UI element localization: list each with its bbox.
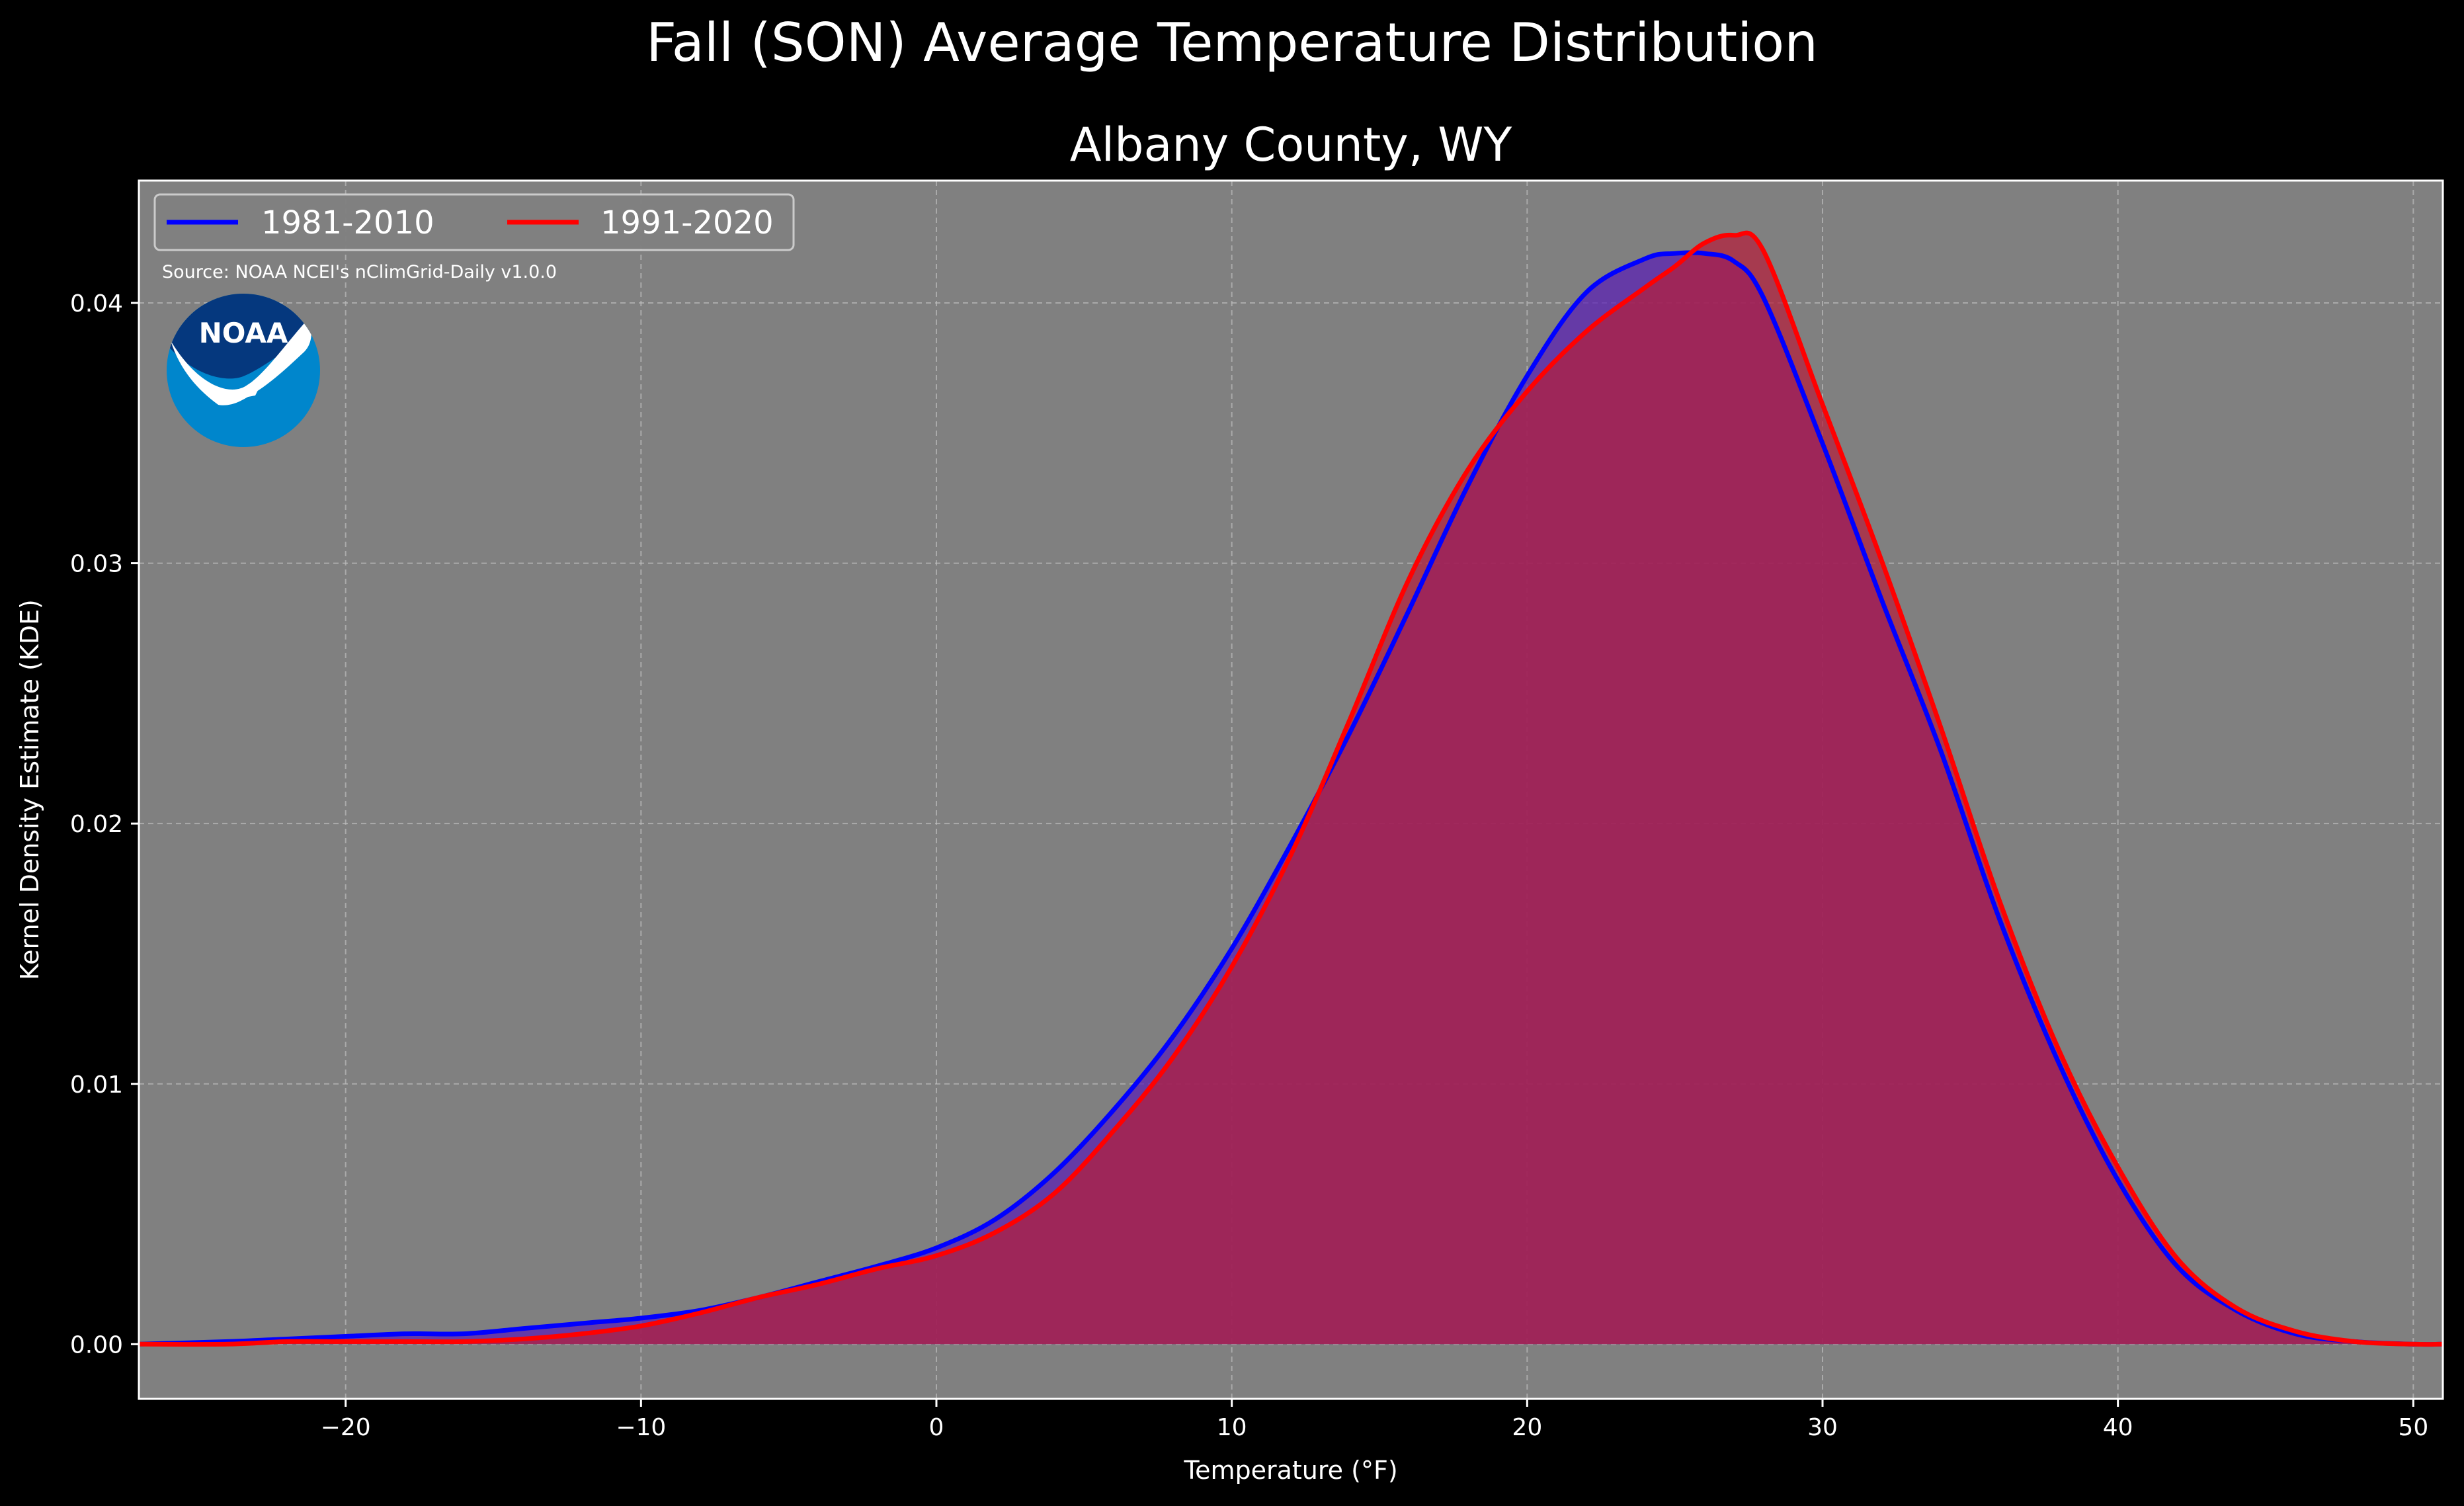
x-tick-label: 40 — [2103, 1414, 2133, 1441]
x-tick-label: 30 — [1807, 1414, 1838, 1441]
series-fill-1991-2020 — [139, 233, 2443, 1345]
legend-box — [153, 193, 795, 251]
x-tick-label: 10 — [1217, 1414, 1247, 1441]
y-axis: 0.00 0.01 0.02 0.03 0.04 — [70, 290, 139, 1359]
noaa-gull-icon — [171, 319, 311, 405]
chart-subtitle: Albany County, WY — [1070, 118, 1512, 172]
y-tick-label: 0.04 — [70, 290, 123, 317]
noaa-gull-tail-icon — [220, 388, 259, 402]
x-tick-label: −10 — [616, 1414, 666, 1441]
series-line-1981-2010 — [138, 250, 2443, 1347]
y-tick-label: 0.00 — [70, 1331, 123, 1359]
noaa-logo: NOAA — [167, 294, 320, 447]
y-axis-label: Kernel Density Estimate (KDE) — [15, 599, 44, 980]
x-axis: −20 −10 0 10 20 30 40 50 — [321, 1399, 2428, 1441]
x-tick-label: −20 — [321, 1414, 371, 1441]
y-tick-label: 0.02 — [70, 811, 123, 838]
x-tick-label: 50 — [2398, 1414, 2428, 1441]
y-tick-label: 0.03 — [70, 551, 123, 578]
x-tick-label: 20 — [1512, 1414, 1542, 1441]
x-axis-label: Temperature (°F) — [1183, 1456, 1397, 1485]
series-line-1991-2020 — [138, 230, 2443, 1347]
source-annotation: Source: NOAA NCEI's nClimGrid-Daily v1.0… — [162, 262, 557, 282]
noaa-logo-text: NOAA — [199, 317, 288, 349]
series-layer — [138, 230, 2443, 1347]
chart-title: Fall (SON) Average Temperature Distribut… — [646, 12, 1818, 73]
legend-label-1991-2020: 1991-2020 — [600, 204, 774, 241]
y-tick-label: 0.01 — [70, 1071, 123, 1099]
legend: 1981-2010 1991-2020 — [153, 193, 795, 251]
legend-label-1981-2010: 1981-2010 — [261, 204, 434, 241]
x-tick-label: 0 — [929, 1414, 944, 1441]
plot-frame — [138, 179, 2444, 1400]
